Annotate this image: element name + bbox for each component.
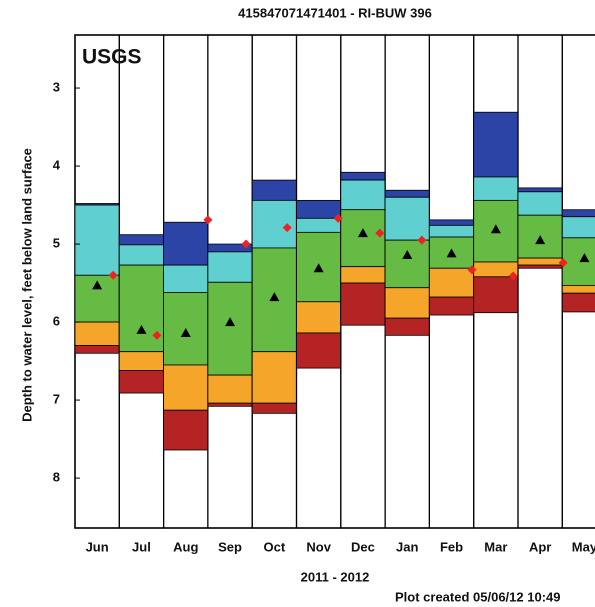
x-tick-label: Dec <box>351 539 375 554</box>
median-marker <box>313 263 324 273</box>
y-tick-label: 6 <box>53 314 60 329</box>
percentile-band <box>207 402 253 407</box>
x-tick-label: Apr <box>529 539 551 554</box>
observed-marker <box>108 270 118 280</box>
footer: Plot created 05/06/12 10:49 <box>395 589 561 604</box>
percentile-band <box>428 296 475 316</box>
observed-marker <box>508 271 518 281</box>
y-tick-label: 8 <box>53 470 60 485</box>
percentile-band <box>561 285 595 294</box>
percentile-band <box>163 364 209 411</box>
y-tick-label: 7 <box>53 392 60 407</box>
percentile-band <box>384 287 430 319</box>
percentile-band <box>517 191 563 216</box>
x-tick-label: Jan <box>396 539 418 554</box>
x-tick-label: Feb <box>440 539 463 554</box>
percentile-band <box>251 351 297 404</box>
percentile-band <box>561 209 595 218</box>
observed-marker <box>282 223 292 233</box>
percentile-band <box>340 171 386 181</box>
percentile-band <box>473 176 519 201</box>
percentile-band <box>251 179 297 201</box>
x-tick-label: Sep <box>218 539 242 554</box>
percentile-band <box>251 402 297 414</box>
percentile-band <box>118 244 165 266</box>
percentile-band <box>340 282 386 326</box>
observed-marker <box>333 213 343 223</box>
percentile-band <box>207 374 253 404</box>
percentile-band <box>118 370 165 394</box>
y-tick-label: 5 <box>53 235 60 250</box>
median-marker <box>136 324 147 334</box>
percentile-band <box>561 292 595 313</box>
percentile-band <box>384 317 430 336</box>
median-marker <box>357 228 368 238</box>
observed-marker <box>558 258 568 268</box>
percentile-band <box>251 199 297 249</box>
percentile-band <box>118 351 165 371</box>
median-marker <box>225 317 236 327</box>
median-marker <box>446 248 457 258</box>
percentile-band <box>428 219 475 226</box>
median-marker <box>490 224 501 234</box>
percentile-band <box>517 264 563 269</box>
percentile-band <box>296 217 342 233</box>
percentile-band <box>428 267 475 298</box>
percentile-band <box>74 321 120 346</box>
x-axis-label: 2011 - 2012 <box>301 569 370 584</box>
percentile-band <box>163 221 209 266</box>
percentile-band <box>384 239 430 289</box>
x-tick-label: Mar <box>484 539 507 554</box>
observed-marker <box>417 235 427 245</box>
percentile-band <box>296 301 342 334</box>
x-tick-label: Aug <box>173 539 198 554</box>
percentile-band <box>340 179 386 211</box>
percentile-band <box>296 199 342 219</box>
percentile-band <box>207 251 253 283</box>
observed-marker <box>241 239 251 249</box>
percentile-band <box>296 332 342 369</box>
percentile-band <box>340 209 386 268</box>
percentile-band <box>207 281 253 376</box>
y-tick-label: 4 <box>53 157 61 172</box>
percentile-band <box>384 189 430 198</box>
observed-marker <box>375 228 385 238</box>
percentile-band <box>163 264 209 293</box>
median-marker <box>579 253 590 263</box>
median-marker <box>535 235 546 245</box>
median-marker <box>180 327 191 337</box>
observed-marker <box>467 265 477 275</box>
y-axis-label: Depth to water level, feet below land su… <box>19 148 34 422</box>
median-marker <box>402 249 413 259</box>
percentile-band <box>561 237 595 286</box>
chart-title: 415847071471401 - RI-BUW 396 <box>238 5 432 20</box>
percentile-band <box>340 266 386 284</box>
percentile-band <box>517 257 563 266</box>
x-tick-label: Jun <box>86 539 109 554</box>
percentile-band <box>384 196 430 241</box>
x-tick-label: Nov <box>306 539 331 554</box>
observed-marker <box>152 330 162 340</box>
percentile-band <box>74 345 120 354</box>
y-tick-label: 3 <box>53 79 60 94</box>
percentile-band <box>118 234 165 246</box>
median-marker <box>269 292 280 302</box>
x-tick-label: Jul <box>132 539 151 554</box>
observed-marker <box>203 215 213 225</box>
percentile-band <box>561 216 595 239</box>
percentile-band <box>74 204 120 276</box>
x-tick-label: May <box>572 539 595 554</box>
x-tick-label: Oct <box>264 539 286 554</box>
percentile-band <box>428 224 475 238</box>
percentile-band <box>473 276 519 314</box>
percentile-band <box>163 409 209 451</box>
logo: USGS <box>82 46 142 69</box>
percentile-band <box>473 111 519 178</box>
percentile-band <box>517 187 563 193</box>
median-marker <box>92 280 103 290</box>
